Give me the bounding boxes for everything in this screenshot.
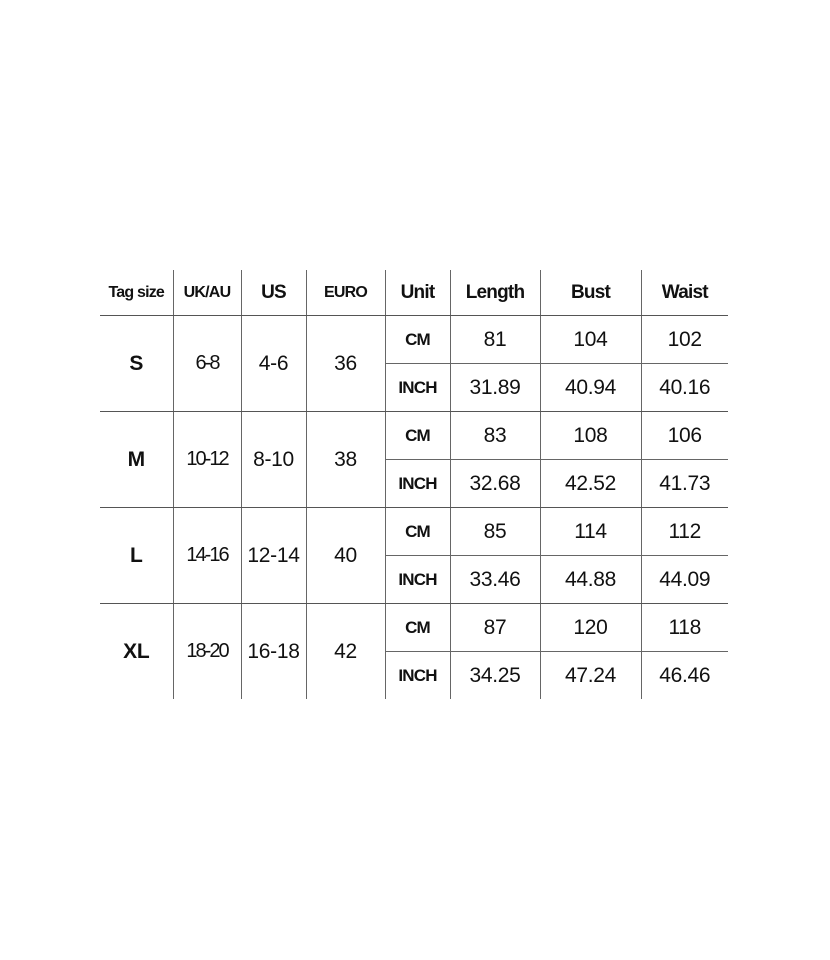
length-cell: 83 [449, 411, 540, 460]
us-cell: 16-18 [240, 603, 306, 699]
length-cell: 34.25 [449, 651, 540, 699]
us-cell: 4-6 [240, 315, 306, 412]
unit-cell: INCH [384, 459, 450, 508]
header-us: US [240, 270, 306, 316]
header-tag-size: Tag size [100, 270, 173, 316]
waist-cell: 102 [640, 315, 728, 364]
table-row-cm: S 6-8 4-6 36 CM 81 104 102 [100, 315, 728, 412]
euro-cell: 42 [305, 603, 385, 699]
unit-cell: INCH [384, 363, 450, 412]
bust-cell: 120 [539, 603, 641, 652]
unit-cell: CM [384, 411, 450, 460]
table-row-inch: INCH 31.89 40.94 40.16 [100, 363, 728, 412]
header-waist: Waist [640, 270, 728, 316]
uk-au-cell: 18-20 [172, 603, 241, 699]
bust-cell: 44.88 [539, 555, 641, 604]
table-row-cm: L 14-16 12-14 40 CM 85 114 112 [100, 507, 728, 604]
euro-cell: 40 [305, 507, 385, 604]
length-cell: 31.89 [449, 363, 540, 412]
waist-cell: 40.16 [640, 363, 728, 412]
uk-au-cell: 10-12 [172, 411, 241, 508]
tag-size-cell: M [100, 411, 173, 508]
header-unit: Unit [384, 270, 450, 316]
euro-cell: 38 [305, 411, 385, 508]
header-euro: EURO [305, 270, 385, 316]
table-row-cm: M 10-12 8-10 38 CM 83 108 106 [100, 411, 728, 508]
bust-cell: 108 [539, 411, 641, 460]
euro-cell: 36 [305, 315, 385, 412]
waist-cell: 112 [640, 507, 728, 556]
header-row: Tag size UK/AU US EURO Unit Length Bust … [100, 270, 728, 316]
size-chart-table: Tag size UK/AU US EURO Unit Length Bust … [100, 270, 728, 699]
tag-size-cell: XL [123, 639, 150, 663]
header-bust: Bust [539, 270, 641, 316]
unit-cell: INCH [384, 651, 450, 699]
us-cell: 12-14 [240, 507, 306, 604]
tag-size-cell: L [100, 507, 173, 604]
unit-cell: INCH [384, 555, 450, 604]
header-uk-au: UK/AU [172, 270, 241, 316]
waist-cell: 41.73 [640, 459, 728, 508]
table-row-inch: INCH 33.46 44.88 44.09 [100, 555, 728, 604]
waist-cell: 106 [640, 411, 728, 460]
table-row-cm: XL 18-20 16-18 42 CM 87 120 118 [100, 603, 728, 699]
tag-size-cell: S [100, 315, 173, 412]
unit-cell: CM [384, 507, 450, 556]
waist-cell: 118 [640, 603, 728, 652]
header-length: Length [449, 270, 540, 316]
length-cell: 85 [449, 507, 540, 556]
unit-cell: CM [384, 603, 450, 652]
length-cell: 33.46 [449, 555, 540, 604]
unit-cell: CM [384, 315, 450, 364]
length-cell: 81 [449, 315, 540, 364]
table-row-inch: INCH 34.25 47.24 46.46 [100, 651, 728, 699]
bust-cell: 47.24 [539, 651, 641, 699]
length-cell: 87 [449, 603, 540, 652]
waist-cell: 46.46 [640, 651, 728, 699]
uk-au-cell: 14-16 [172, 507, 241, 604]
bust-cell: 104 [539, 315, 641, 364]
us-cell: 8-10 [240, 411, 306, 508]
bust-cell: 114 [539, 507, 641, 556]
waist-cell: 44.09 [640, 555, 728, 604]
length-cell: 32.68 [449, 459, 540, 508]
bust-cell: 42.52 [539, 459, 641, 508]
bust-cell: 40.94 [539, 363, 641, 412]
uk-au-cell: 6-8 [172, 315, 241, 412]
table-row-inch: INCH 32.68 42.52 41.73 [100, 459, 728, 508]
